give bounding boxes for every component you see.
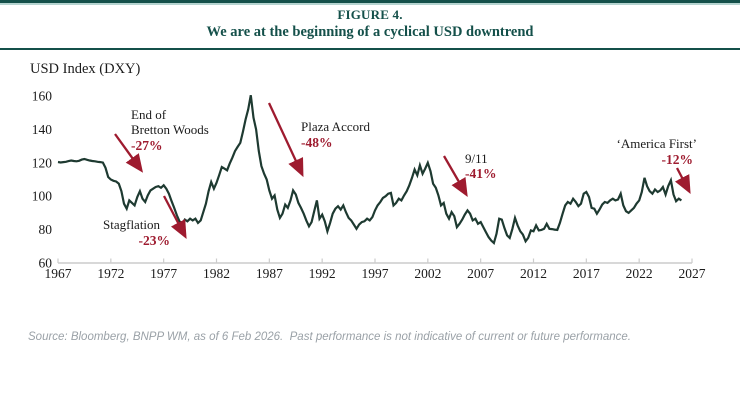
source-note: Source: Bloomberg, BNPP WM, as of 6 Feb …: [28, 331, 631, 343]
annotation-label: Stagflation: [103, 217, 161, 232]
annotation-label: Plaza Accord: [301, 119, 370, 134]
annotation-label: End of: [131, 107, 167, 122]
figure-label: FIGURE 4.: [337, 7, 403, 22]
figure-header: FIGURE 4. We are at the beginning of a c…: [0, 7, 740, 42]
y-tick-label: 140: [32, 122, 53, 137]
y-tick-label: 100: [32, 189, 53, 204]
figure-title: We are at the beginning of a cyclical US…: [206, 24, 534, 40]
top-border: [0, 0, 740, 3]
header-divider: [0, 48, 740, 50]
annotation-arrow: [267, 102, 304, 178]
annotation-arrow: [443, 155, 468, 197]
annotation-label: ‘America First’: [616, 136, 697, 151]
y-tick-label: 160: [32, 89, 53, 104]
annotation-pct: -12%: [662, 152, 694, 167]
annotation-arrow: [114, 133, 144, 173]
x-tick-label: 2012: [520, 266, 547, 281]
y-tick-label: 120: [32, 155, 53, 170]
y-tick-label: 80: [39, 222, 53, 237]
dxy-series-line: [57, 95, 683, 246]
y-tick-label: 60: [39, 256, 53, 271]
x-tick-label: 1982: [203, 266, 230, 281]
x-tick-label: 1977: [150, 266, 177, 281]
x-tick-label: 1992: [309, 266, 336, 281]
annotation-pct: -41%: [465, 166, 497, 181]
top-border-accent: [0, 3, 740, 5]
x-tick-label: 1997: [362, 266, 389, 281]
x-tick-label: 2022: [626, 266, 653, 281]
x-tick-label: 1987: [256, 266, 283, 281]
annotation-arrow: [162, 195, 187, 240]
x-tick-label: 1967: [45, 266, 72, 281]
x-tick-label: 2007: [467, 266, 494, 281]
annotation-pct: -23%: [139, 233, 171, 248]
annotation-label: Bretton Woods: [131, 122, 209, 137]
annotation-nine-eleven: 9/11-41%: [443, 151, 497, 197]
x-tick-label: 2027: [679, 266, 706, 281]
x-tick-label: 2002: [414, 266, 441, 281]
annotation-label: 9/11: [465, 151, 488, 166]
x-tick-label: 1972: [97, 266, 124, 281]
annotation-plaza-accord: Plaza Accord-48%: [267, 102, 370, 178]
x-tick-label: 2017: [573, 266, 600, 281]
annotation-america-first: ‘America First’-12%: [616, 136, 697, 195]
annotation-pct: -48%: [301, 135, 333, 150]
axis-title: USD Index (DXY): [30, 61, 141, 77]
annotation-pct: -27%: [131, 138, 163, 153]
annotation-arrow: [674, 167, 691, 195]
annotation-stagflation: Stagflation-23%: [103, 195, 187, 248]
